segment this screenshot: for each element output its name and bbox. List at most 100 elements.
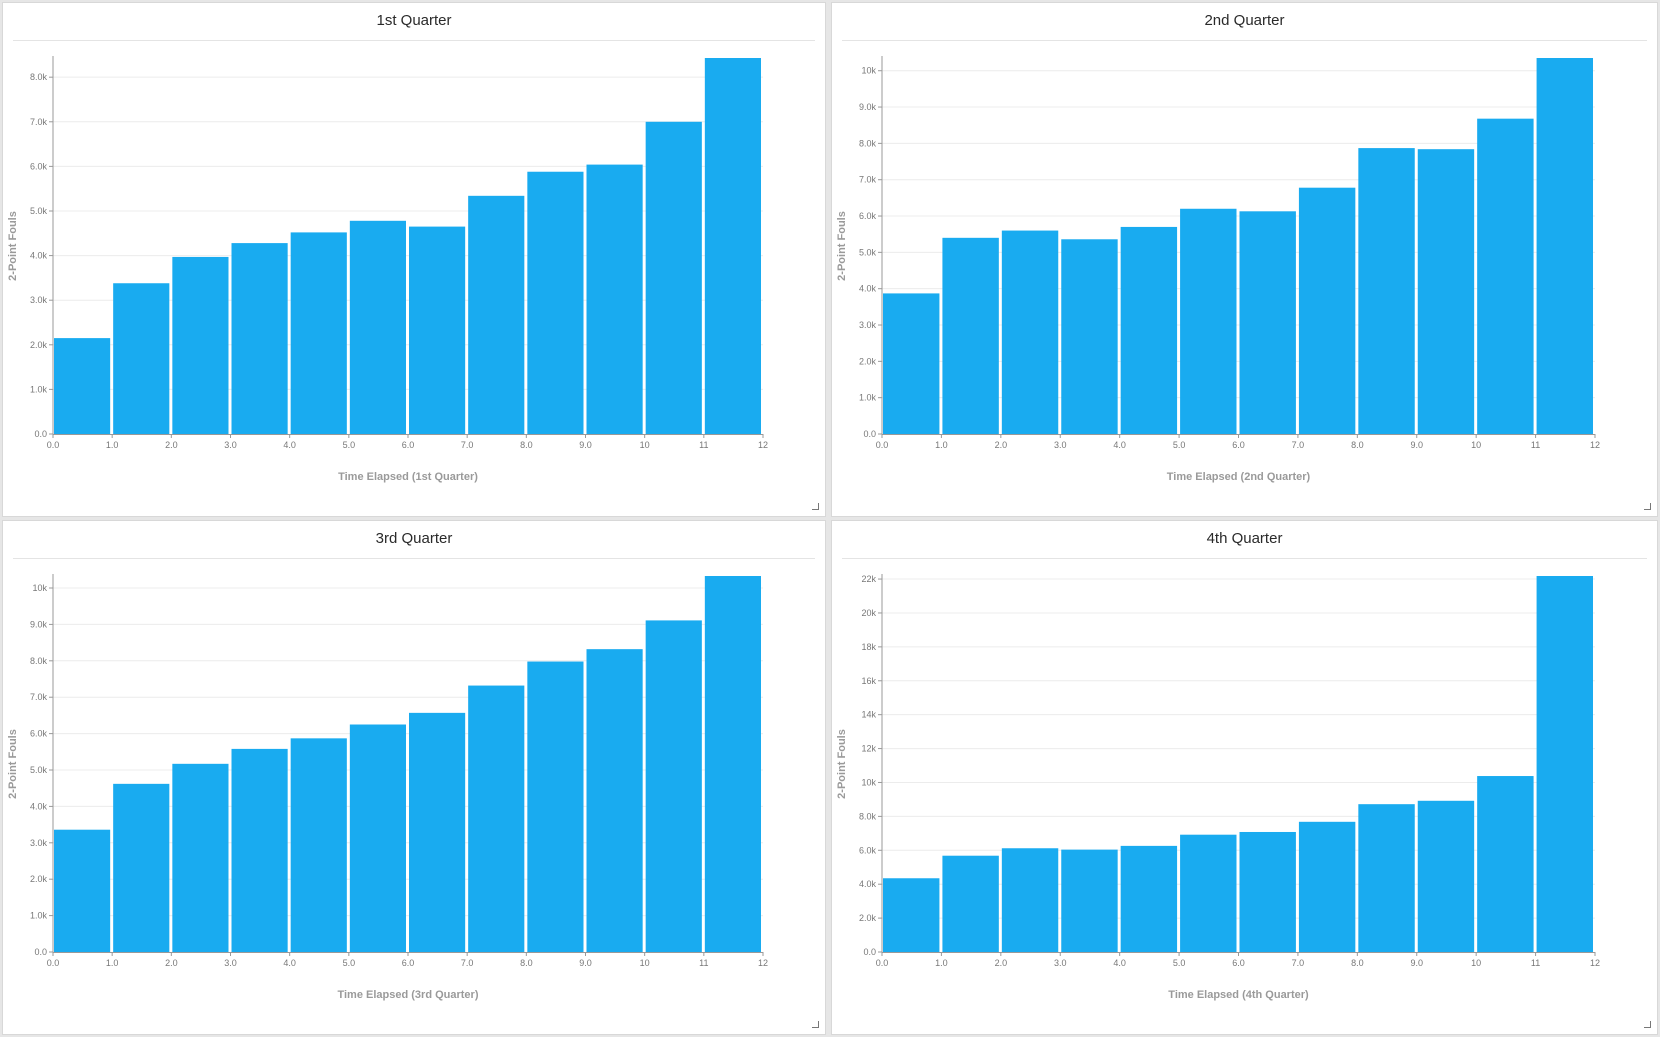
x-tick-label: 10 [1471,958,1481,968]
x-tick-label: 0.0 [47,958,60,968]
chart-panel-q2: 2nd Quarter 0.0 1.0k 2.0k 3.0k 4.0k 5.0k 6.0k 7… [832,3,1657,516]
bar [1120,226,1178,434]
y-tick-label: 4.0k [859,284,877,294]
bar [468,195,525,434]
y-tick-label: 2.0k [859,356,877,366]
bar-chart-q3: 0.0 1.0k 2.0k 3.0k 4.0k 5.0k 6.0k 7.0k 8.0k 9.0k 1… [7,574,768,1001]
x-tick-label: 3.0 [1054,440,1067,450]
y-tick-label: 0.0 [34,429,47,439]
bar-chart-q2: 0.0 1.0k 2.0k 3.0k 4.0k 5.0k 6.0k 7.0k 8.0k 9.0k 1… [836,56,1600,483]
y-tick-label: 3.0k [30,838,48,848]
y-tick-label: 20k [861,608,876,618]
bar [1180,208,1237,434]
bar [231,243,288,434]
y-tick-label: 7.0k [859,175,877,185]
x-tick-label: 8.0 [520,440,533,450]
bar [409,226,466,434]
bar [883,878,940,952]
y-tick-label: 6.0k [859,211,877,221]
bar [704,58,761,434]
bar [468,685,525,952]
y-tick-label: 0.0 [863,947,876,957]
bar [172,256,229,434]
resize-handle-icon[interactable] [1644,1021,1651,1028]
bar [1239,831,1296,952]
y-tick-label: 8.0k [30,656,48,666]
x-tick-label: 11 [699,958,708,968]
x-tick-label: 7.0 [461,958,474,968]
bar [172,763,229,952]
x-tick-label: 1.0 [935,958,948,968]
x-tick-label: 6.0 [1232,958,1245,968]
x-tick-label: 0.0 [876,440,889,450]
bar [1417,800,1475,952]
y-tick-label: 1.0k [30,911,48,921]
y-tick-label: 8.0k [859,811,877,821]
x-tick-label: 9.0 [1410,958,1423,968]
y-tick-label: 5.0k [30,765,48,775]
bar [290,738,347,952]
x-tick-label: 8.0 [1351,958,1364,968]
x-tick-label: 10 [640,958,650,968]
bar [1536,576,1593,952]
y-axis-title: 2-Point Fouls [836,729,848,799]
bar [290,232,347,434]
x-tick-label: 10 [640,440,650,450]
x-tick-label: 3.0 [1054,958,1067,968]
y-tick-label: 14k [861,710,876,720]
x-tick-label: 9.0 [1410,440,1423,450]
bar [1001,848,1059,952]
y-axis-title: 2-Point Fouls [836,211,848,281]
y-tick-label: 22k [861,574,876,584]
x-tick-label: 3.0 [224,440,237,450]
bar [1061,239,1118,434]
bar [1298,187,1356,434]
chart-panel-q1: 1st Quarter 0.0 1.0k 2.0k 3.0k 4.0k 5.0k 6.0k 7… [3,3,825,516]
resize-handle-icon[interactable] [1644,503,1651,510]
x-tick-label: 9.0 [579,440,592,450]
bar [409,712,466,952]
panel-title: 4th Quarter [842,521,1647,559]
y-tick-label: 8.0k [859,138,877,148]
bar [645,121,702,434]
x-tick-label: 8.0 [520,958,533,968]
resize-handle-icon[interactable] [812,503,819,510]
bar [113,783,170,952]
bar [883,293,940,434]
bar [1180,834,1237,952]
bar [1239,211,1296,434]
bar [54,829,111,952]
y-tick-label: 10k [861,66,876,76]
x-tick-label: 5.0 [343,440,356,450]
x-axis-title: Time Elapsed (1st Quarter) [338,471,478,483]
bar [586,649,643,952]
x-tick-label: 0.0 [47,440,60,450]
resize-handle-icon[interactable] [812,1021,819,1028]
y-tick-label: 1.0k [859,393,877,403]
x-tick-label: 4.0 [283,440,296,450]
x-tick-label: 6.0 [402,440,415,450]
bar [54,338,111,434]
x-tick-label: 2.0 [995,958,1008,968]
y-tick-label: 16k [861,676,876,686]
y-tick-label: 5.0k [30,206,48,216]
y-tick-label: 0.0 [863,429,876,439]
bar [942,237,999,434]
bar [942,855,999,952]
y-tick-label: 10k [861,777,876,787]
x-tick-label: 4.0 [1113,958,1126,968]
y-tick-label: 4.0k [859,879,877,889]
x-tick-label: 11 [1531,958,1540,968]
y-tick-label: 8.0k [30,72,48,82]
panel-title: 3rd Quarter [13,521,815,559]
bar [645,620,702,952]
x-tick-label: 1.0 [106,440,119,450]
y-tick-label: 7.0k [30,692,48,702]
x-tick-label: 7.0 [1292,440,1305,450]
x-tick-label: 2.0 [995,440,1008,450]
bar [1120,845,1178,952]
panel-title: 1st Quarter [13,3,815,41]
x-axis-title: Time Elapsed (2nd Quarter) [1167,471,1311,483]
bar-chart-q4: 0.0 2.0k 4.0k 6.0k 8.0k 10k 12k 14k 16k 18k 20k 22k… [836,574,1600,1001]
x-tick-label: 2.0 [165,958,178,968]
